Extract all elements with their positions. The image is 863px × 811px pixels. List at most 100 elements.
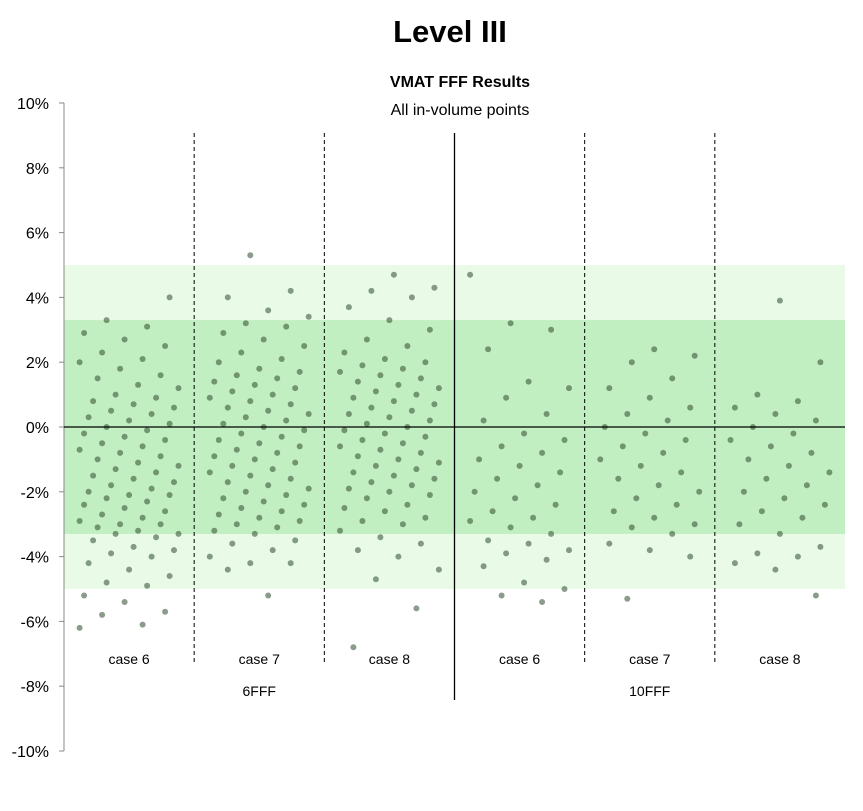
data-point [171,547,177,554]
data-point [233,372,240,379]
data-point [175,462,182,469]
data-point [426,417,433,424]
y-tick-label: 0% [26,420,49,437]
data-point [731,560,738,567]
data-point [799,514,806,521]
data-point [90,537,97,544]
data-point [696,488,703,495]
y-tick-label: 4% [26,290,49,307]
data-point [162,437,169,443]
data-point [117,521,124,528]
data-point [812,592,819,599]
data-point [354,453,361,460]
data-point [530,514,537,521]
data-point [597,456,604,463]
data-point [386,414,393,421]
data-point [422,433,429,440]
data-point [94,524,101,531]
data-point [386,317,393,324]
data-point [206,469,213,476]
data-point [139,514,146,521]
data-point [85,488,92,495]
data-point [435,459,442,466]
data-point [413,391,420,398]
data-point [381,356,388,362]
data-point [525,540,532,547]
data-point [76,518,83,524]
data-point [287,475,294,482]
data-point [229,388,236,395]
data-point [117,449,124,456]
data-point [817,543,824,550]
data-point [112,466,119,473]
data-point [139,356,146,362]
data-point [480,563,487,570]
data-point [305,411,312,417]
data-point [399,521,406,528]
data-point [251,381,258,388]
data-point [153,534,160,541]
data-point [615,475,622,482]
data-point [224,404,231,411]
data-point [283,323,290,330]
data-point [211,378,218,385]
data-point [794,553,801,560]
data-point [431,284,438,291]
data-point [337,368,343,375]
data-point [408,294,415,301]
data-point [431,401,438,408]
data-point [99,611,106,618]
data-point [691,521,698,528]
data-point [354,547,361,554]
data-point [485,537,492,544]
data-point [99,511,106,518]
y-tick-label: 6% [26,226,49,243]
data-point [130,401,137,408]
data-point [687,404,694,411]
data-point [610,508,617,515]
data-point [166,294,173,301]
data-point [646,547,653,554]
data-point [435,385,442,392]
data-point [489,508,496,515]
data-point [94,375,101,382]
data-point [637,462,644,469]
data-point [251,530,258,537]
y-tick-label: -8% [21,679,49,696]
data-point [404,343,411,349]
data-point [162,608,169,615]
data-point [503,550,510,557]
data-point [99,349,106,356]
data-point [669,530,676,537]
data-point [395,553,402,560]
data-point [301,501,308,508]
data-point [256,514,263,521]
data-point [117,365,124,372]
data-point [224,294,231,301]
data-point [274,375,281,382]
data-point [144,582,151,589]
data-point [646,394,653,401]
data-point [139,443,146,450]
data-point [731,404,738,411]
data-point [108,550,115,557]
data-point [417,540,424,547]
data-point [135,459,142,466]
data-point [359,437,366,443]
y-axis: -10% -8% -6% -4% -2% 0% 2% 4% 6% 8% 10% [12,96,845,761]
data-point [678,469,685,476]
data-point [274,449,281,456]
data-point [108,407,115,414]
data-point [812,417,819,424]
data-point [359,362,366,369]
data-point [651,514,658,521]
page-title: Level III [393,14,507,49]
data-point [673,501,680,508]
chart-subtitle: All in-volume points [391,102,530,119]
data-point [480,417,487,424]
data-point [772,566,779,573]
data-point [166,492,173,498]
data-point [265,482,272,489]
data-point [287,287,294,294]
data-point [229,540,236,547]
